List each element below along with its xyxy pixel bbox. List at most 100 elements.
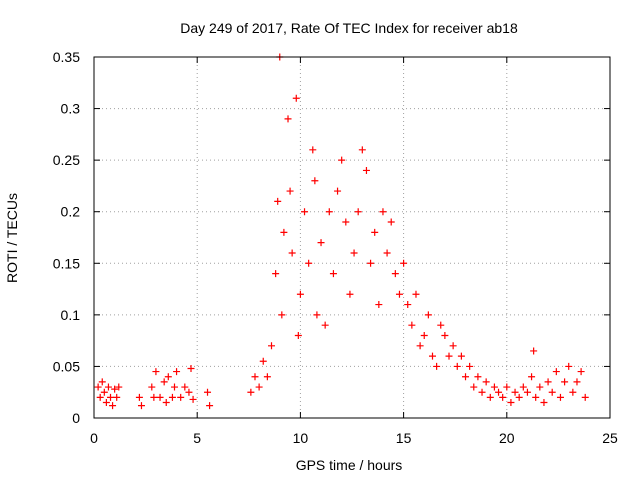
data-point: [548, 388, 556, 396]
y-tick-label: 0.1: [61, 307, 81, 323]
data-point: [408, 321, 416, 329]
data-point: [113, 393, 121, 401]
data-point: [115, 383, 123, 391]
y-tick-label: 0.15: [53, 255, 80, 271]
data-point: [577, 368, 585, 376]
x-tick-label: 15: [396, 430, 412, 446]
x-tick-label: 25: [602, 430, 618, 446]
data-point: [530, 347, 538, 355]
data-point: [416, 342, 424, 350]
data-point: [309, 146, 317, 154]
data-point: [102, 399, 110, 407]
data-point: [581, 393, 589, 401]
data-point: [251, 373, 259, 381]
data-point: [441, 331, 449, 339]
data-point: [284, 115, 292, 123]
data-point: [152, 368, 160, 376]
data-point: [296, 290, 304, 298]
data-point: [268, 342, 276, 350]
data-point: [280, 228, 288, 236]
data-point: [428, 352, 436, 360]
data-point: [173, 368, 181, 376]
data-point: [474, 373, 482, 381]
data-point: [329, 270, 337, 278]
data-point: [486, 393, 494, 401]
data-point: [301, 208, 309, 216]
data-point: [135, 393, 143, 401]
y-tick-label: 0.35: [53, 49, 80, 65]
data-point: [503, 383, 511, 391]
data-point: [387, 218, 395, 226]
data-point: [247, 388, 255, 396]
data-point: [445, 352, 453, 360]
data-point: [404, 301, 412, 309]
y-tick-label: 0: [72, 410, 80, 426]
grid: [94, 57, 610, 418]
data-point: [383, 249, 391, 257]
data-point: [288, 249, 296, 257]
data-point: [358, 146, 366, 154]
data-point: [104, 383, 112, 391]
data-point: [350, 249, 358, 257]
data-point: [490, 383, 498, 391]
data-point: [540, 399, 548, 407]
data-point: [111, 385, 119, 393]
data-point: [334, 187, 342, 195]
data-point: [137, 402, 145, 410]
data-point: [400, 259, 408, 267]
x-tick-label: 5: [193, 430, 201, 446]
data-point: [263, 373, 271, 381]
data-point: [449, 342, 457, 350]
x-tick-label: 20: [499, 430, 515, 446]
data-point: [346, 290, 354, 298]
data-point: [168, 393, 176, 401]
data-point: [561, 378, 569, 386]
data-point: [274, 197, 282, 205]
data-point: [278, 311, 286, 319]
axis-ticks: 0 5 10 15 20 25 0 0.05 0.1 0.15 0.2 0.25 0.3 0.35: [53, 49, 618, 446]
data-point: [433, 362, 441, 370]
data-point: [532, 393, 540, 401]
data-point: [507, 399, 515, 407]
data-point: [325, 208, 333, 216]
data-point: [206, 402, 214, 410]
data-point: [462, 373, 470, 381]
data-point: [528, 373, 536, 381]
data-point: [470, 383, 478, 391]
data-point: [523, 388, 531, 396]
data-point: [391, 270, 399, 278]
data-point: [379, 208, 387, 216]
data-point: [177, 393, 185, 401]
data-point: [395, 290, 403, 298]
data-point: [272, 270, 280, 278]
data-point: [96, 393, 104, 401]
data-point: [305, 259, 313, 267]
data-point: [311, 177, 319, 185]
data-point: [375, 301, 383, 309]
data-point: [552, 368, 560, 376]
data-point: [164, 373, 172, 381]
data-point: [259, 357, 267, 365]
data-point: [499, 393, 507, 401]
data-point: [573, 378, 581, 386]
y-tick-label: 0.3: [61, 101, 81, 117]
data-point: [565, 362, 573, 370]
data-point: [371, 228, 379, 236]
data-point: [107, 393, 115, 401]
y-tick-label: 0.2: [61, 204, 81, 220]
data-point: [424, 311, 432, 319]
data-point: [495, 388, 503, 396]
data-point: [148, 383, 156, 391]
x-tick-label: 10: [293, 430, 309, 446]
data-point: [292, 94, 300, 102]
data-point: [94, 383, 102, 391]
data-point: [511, 388, 519, 396]
data-point: [342, 218, 350, 226]
data-point: [367, 259, 375, 267]
data-point: [185, 388, 193, 396]
data-point: [286, 187, 294, 195]
data-point: [453, 362, 461, 370]
data-point: [313, 311, 321, 319]
data-point: [412, 290, 420, 298]
